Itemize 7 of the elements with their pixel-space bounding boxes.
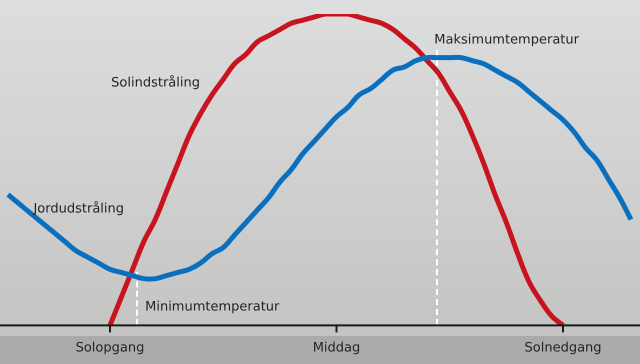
annotation: Maksimumtemperatur <box>434 32 580 48</box>
x-tick-label: Solnedgang <box>524 340 602 356</box>
series-label: Jordudstråling <box>32 200 124 216</box>
annotation: Minimumtemperatur <box>145 299 280 314</box>
x-tick-label: Solopgang <box>76 340 144 356</box>
series-label: Solindstråling <box>111 74 200 90</box>
x-tick-label: Middag <box>312 340 360 356</box>
